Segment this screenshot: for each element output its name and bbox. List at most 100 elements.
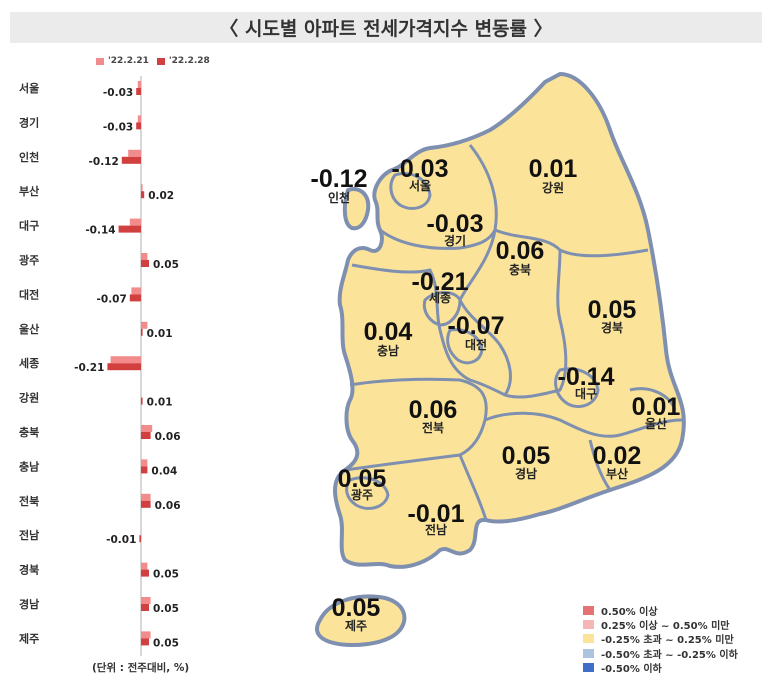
region-value: 0.05: [588, 296, 637, 324]
region-value: -0.01: [408, 500, 465, 528]
bar-prev-week: [141, 425, 153, 432]
region-value: 0.06: [496, 237, 545, 265]
region-value: 0.06: [409, 396, 458, 424]
map-legend-label: 0.25% 이상 ~ 0.50% 미만: [601, 620, 730, 632]
border-jeonnam: [344, 453, 488, 521]
region-value: 0.05: [502, 442, 551, 470]
category-label: 부산: [19, 184, 39, 198]
bar-this-week: [121, 156, 141, 164]
data-label: -0.14: [85, 225, 115, 237]
bar-this-week: [141, 260, 149, 267]
category-label: 울산: [19, 322, 39, 336]
bar-this-week: [107, 363, 141, 371]
bar-prev-week: [110, 356, 141, 364]
region-name: 충북: [509, 262, 531, 277]
bar-prev-week: [137, 115, 141, 123]
map-legend-swatch: [583, 605, 594, 615]
map-legend-swatch: [583, 662, 594, 672]
border-gyeonggi-south: [379, 228, 497, 250]
region-name: 광주: [351, 487, 373, 502]
region-value: 0.01: [529, 155, 578, 183]
bar-prev-week: [141, 321, 148, 329]
bar-prev-week: [141, 459, 148, 467]
map-legend-row: -0.25% 초과 ~ 0.25% 미만: [583, 632, 738, 646]
region-name: 인천: [328, 190, 350, 205]
mainland-shape: [333, 72, 686, 569]
data-label: 0.06: [155, 431, 181, 443]
bar-prev-week: [141, 562, 148, 570]
data-label: -0.07: [97, 293, 127, 305]
bar-this-week: [141, 432, 151, 439]
border-chungnam: [351, 263, 506, 397]
bar-this-week: [141, 604, 149, 611]
region-name: 서울: [409, 178, 431, 193]
category-label: 인천: [19, 150, 39, 164]
category-label: 경북: [19, 563, 39, 577]
region-value: -0.12: [311, 165, 368, 193]
data-label: 0.01: [147, 397, 173, 409]
map-legend-row: -0.50% 이하: [583, 660, 738, 675]
map-legend-swatch: [583, 634, 594, 644]
bar-prev-week: [129, 218, 141, 226]
region-value: -0.14: [558, 363, 615, 391]
bar-this-week: [141, 638, 149, 646]
region-value: 0.02: [593, 442, 642, 470]
bar-this-week: [129, 294, 141, 302]
bar-prev-week: [128, 149, 141, 157]
border-busan: [588, 439, 612, 491]
bar-prev-week: [141, 184, 143, 192]
bar-this-week: [136, 88, 141, 95]
border-gangwon: [468, 144, 649, 258]
border-ulsan: [629, 387, 677, 411]
bar-prev-week: [141, 597, 151, 604]
data-label: 0.05: [153, 637, 179, 649]
border-jeonbuk: [349, 377, 488, 457]
region-name: 부산: [606, 466, 628, 481]
bar-this-week: [118, 225, 141, 233]
legend-label-prev-week: '22.2.21: [108, 56, 149, 66]
bar-this-week: [141, 397, 143, 405]
border-gwangju: [345, 476, 390, 510]
unit-note: (단위 : 전주대비, %): [92, 662, 190, 674]
legend-item-this-week: '22.2.28: [156, 56, 210, 66]
region-name: 충남: [377, 343, 399, 358]
bar-prev-week: [141, 253, 148, 260]
map-legend-row: 0.50% 이상: [583, 603, 738, 618]
data-label: 0.05: [153, 259, 179, 271]
category-label: 경남: [19, 597, 39, 611]
border-daegu: [554, 367, 600, 408]
region-name: 대전: [465, 337, 487, 352]
map-legend-swatch: [583, 619, 594, 629]
bar-prev-week: [137, 81, 141, 88]
category-label: 충남: [19, 459, 39, 473]
bar-prev-week: [131, 287, 141, 295]
map-legend-label: -0.50% 초과 ~ -0.25% 이하: [601, 649, 738, 661]
map-legend-label: -0.25% 초과 ~ 0.25% 미만: [601, 635, 734, 647]
category-label: 충북: [19, 425, 39, 439]
region-name: 전남: [425, 522, 447, 537]
map-legend-label: 0.50% 이상: [601, 606, 658, 618]
legend-swatch-prev-week: [96, 57, 104, 65]
region-value: 0.05: [332, 594, 381, 622]
bar-this-week: [136, 122, 141, 130]
map-legend: 0.50% 이상 0.25% 이상 ~ 0.50% 미만 -0.25% 초과 ~…: [583, 603, 738, 675]
data-label: -0.03: [103, 87, 133, 99]
legend-swatch-this-week: [156, 57, 165, 65]
data-label: -0.12: [89, 156, 119, 168]
border-daejeon: [446, 328, 484, 365]
bar-this-week: [139, 535, 141, 543]
map-regions: [315, 72, 686, 647]
category-label: 광주: [19, 254, 39, 267]
category-label: 대구: [19, 219, 39, 233]
category-label: 세종: [19, 356, 39, 370]
map-legend-row: -0.50% 초과 ~ -0.25% 이하: [583, 646, 738, 661]
data-label: 0.02: [148, 190, 174, 202]
data-label: -0.01: [106, 534, 136, 546]
map-legend-row: 0.25% 이상 ~ 0.50% 미만: [583, 617, 738, 632]
bar-this-week: [141, 191, 145, 199]
category-label: 경기: [19, 115, 39, 129]
region-name: 경기: [444, 233, 466, 248]
data-label: 0.01: [147, 328, 173, 340]
